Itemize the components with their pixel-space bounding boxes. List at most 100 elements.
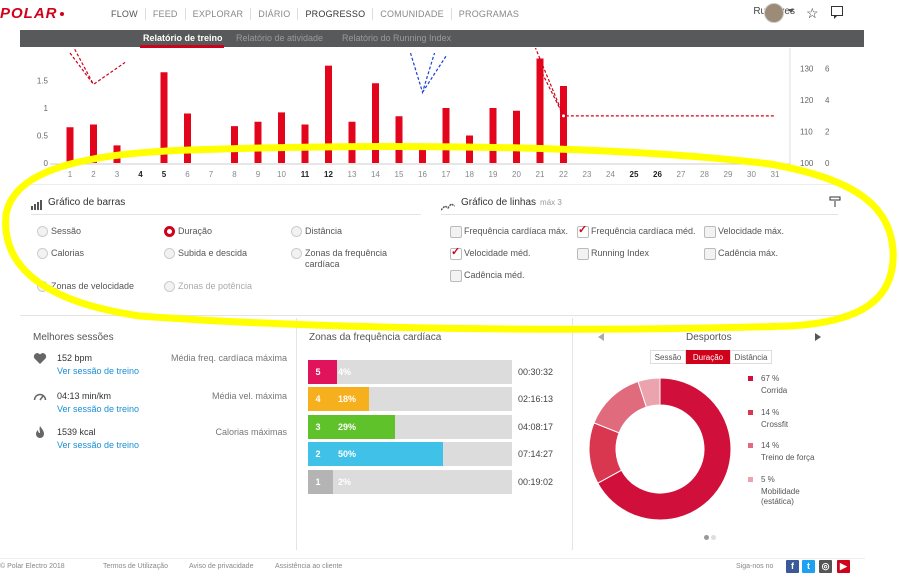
duration-bar [231, 126, 238, 163]
radio-distancia[interactable]: Distância [291, 226, 342, 237]
radio-label: Subida e descida [178, 248, 248, 258]
x-tick-label: 2 [91, 170, 96, 179]
bar-chart-title: Gráfico de barras [48, 197, 126, 208]
radio-sessao[interactable]: Sessão [37, 226, 81, 237]
next-arrow-icon[interactable] [815, 333, 821, 341]
nav-feed[interactable]: FEED [146, 8, 186, 20]
pager-dot-active[interactable] [704, 535, 709, 540]
flame-icon [33, 425, 47, 439]
legend-swatch [748, 410, 753, 415]
hr-zone-number: 2 [315, 449, 321, 459]
hr-zone-time: 02:16:13 [518, 394, 554, 404]
check-label: Frequência cardíaca méd. [591, 226, 696, 236]
check-label: Velocidade méd. [464, 248, 531, 258]
terms-link[interactable]: Termos de Utilização [103, 563, 168, 570]
speed-avg-line [421, 55, 447, 93]
nav-flow[interactable]: FLOW [104, 8, 146, 20]
duration-bar [560, 86, 567, 163]
check-vel-med[interactable]: Velocidade méd. [450, 247, 531, 260]
heart-icon [33, 352, 47, 366]
radio-subida-descida[interactable]: Subida e descida [164, 248, 247, 259]
divider [572, 318, 573, 550]
hr-zone-number: 1 [315, 477, 321, 487]
radio-duracao[interactable]: Duração [164, 226, 212, 237]
legend-percent: 14 % [761, 408, 780, 417]
youtube-icon[interactable]: ▶ [837, 560, 850, 573]
y-right-speed-tick-label: 6 [825, 65, 830, 74]
top-bar: POLAR FLOW FEED EXPLORAR DIÁRIO PROGRESS… [0, 0, 899, 28]
y-right-speed-tick-label: 4 [825, 96, 830, 105]
x-tick-label: 17 [442, 170, 451, 179]
x-tick-label: 21 [536, 170, 545, 179]
radio-zonas-potencia[interactable]: Zonas de potência [164, 281, 252, 292]
radio-label: Calorias [51, 248, 85, 258]
radio-zonas-fc[interactable]: Zonas da frequência cardíaca [291, 248, 411, 270]
collapse-icon[interactable] [829, 195, 841, 207]
hr-zone-fill [308, 415, 395, 439]
check-running-index[interactable]: Running Index [577, 248, 649, 260]
tab-distancia[interactable]: Distância [730, 350, 772, 364]
facebook-icon[interactable]: f [786, 560, 799, 573]
radio-calorias[interactable]: Calorias [37, 248, 84, 259]
view-session-link-speed[interactable]: Ver sessão de treino [57, 404, 140, 414]
message-icon[interactable] [831, 6, 843, 19]
support-link[interactable]: Assistência ao cliente [275, 563, 343, 570]
speedometer-icon [33, 390, 47, 404]
tab-sessao[interactable]: Sessão [650, 350, 686, 364]
hr-zone-bar: 4 18% [308, 387, 512, 411]
view-session-link-hr[interactable]: Ver sessão de treino [57, 366, 140, 376]
hr-zone-bar: 1 2% [308, 470, 512, 494]
duration-bar [301, 124, 309, 163]
hr-zone-fill [308, 360, 338, 384]
avatar[interactable] [764, 3, 784, 23]
tab-running-index-report[interactable]: Relatório do Running Index [342, 33, 452, 43]
nav-comunidade[interactable]: COMUNIDADE [373, 8, 452, 20]
footer [0, 558, 865, 576]
nav-diario[interactable]: DIÁRIO [251, 8, 299, 20]
radio-label: Sessão [51, 226, 82, 236]
nav-progresso[interactable]: PROGRESSO [298, 8, 374, 20]
donut-slice [593, 380, 648, 434]
star-icon[interactable]: ☆ [806, 5, 819, 21]
radio-zonas-velocidade[interactable]: Zonas de velocidade [37, 281, 134, 292]
instagram-icon[interactable]: ◎ [819, 560, 832, 573]
check-cadencia-max[interactable]: Cadência máx. [704, 248, 778, 260]
nav-programas[interactable]: PROGRAMAS [458, 9, 520, 19]
prev-arrow-icon[interactable] [598, 333, 604, 341]
nav-explorar[interactable]: EXPLORAR [186, 8, 252, 20]
duration-bar [466, 135, 473, 163]
best-speed-label: Média vel. máxima [211, 391, 287, 401]
twitter-icon[interactable]: t [802, 560, 815, 573]
hr-zone-number: 3 [315, 422, 321, 432]
chevron-down-icon[interactable] [788, 9, 794, 13]
view-session-link-calories[interactable]: Ver sessão de treino [57, 440, 140, 450]
tab-training-report[interactable]: Relatório de treino [143, 33, 223, 43]
x-tick-label: 22 [559, 170, 568, 179]
duration-bar [325, 65, 332, 163]
hr-zone-percent: 2% [338, 477, 352, 487]
polar-logo[interactable]: POLAR [0, 5, 64, 22]
check-vel-max[interactable]: Velocidade máx. [704, 226, 785, 238]
tab-activity-report[interactable]: Relatório de atividade [236, 33, 324, 43]
best-sessions-title: Melhores sessões [33, 332, 114, 343]
y-left-tick-label: 1.5 [37, 77, 49, 86]
training-chart: 0 0.5 1 1.5 100 110 120 130 0 2 4 6 1 2 3 4 5 6 7 8 9 10 11 12 1… [20, 48, 864, 183]
hr-zones-title: Zonas da frequência cardíaca [309, 332, 442, 343]
pager-dot[interactable] [711, 535, 716, 540]
radio-label: Zonas de potência [178, 281, 253, 291]
chart-options-panel [20, 184, 849, 309]
privacy-link[interactable]: Aviso de privacidade [189, 563, 254, 570]
check-label: Velocidade máx. [718, 226, 785, 236]
duration-bar [66, 127, 74, 163]
check-fc-med[interactable]: Frequência cardíaca méd. [577, 225, 696, 238]
tab-duracao[interactable]: Duração [686, 350, 730, 364]
x-tick-label: 7 [209, 170, 214, 179]
line-chart-icon [440, 198, 456, 211]
x-tick-label: 19 [489, 170, 498, 179]
x-tick-label: 26 [653, 170, 662, 179]
x-tick-label: 23 [583, 170, 592, 179]
check-cadencia-med[interactable]: Cadência méd. [450, 270, 525, 282]
check-fc-max[interactable]: Frequência cardíaca máx. [450, 226, 568, 238]
y-right-hr-tick-label: 100 [800, 159, 814, 168]
